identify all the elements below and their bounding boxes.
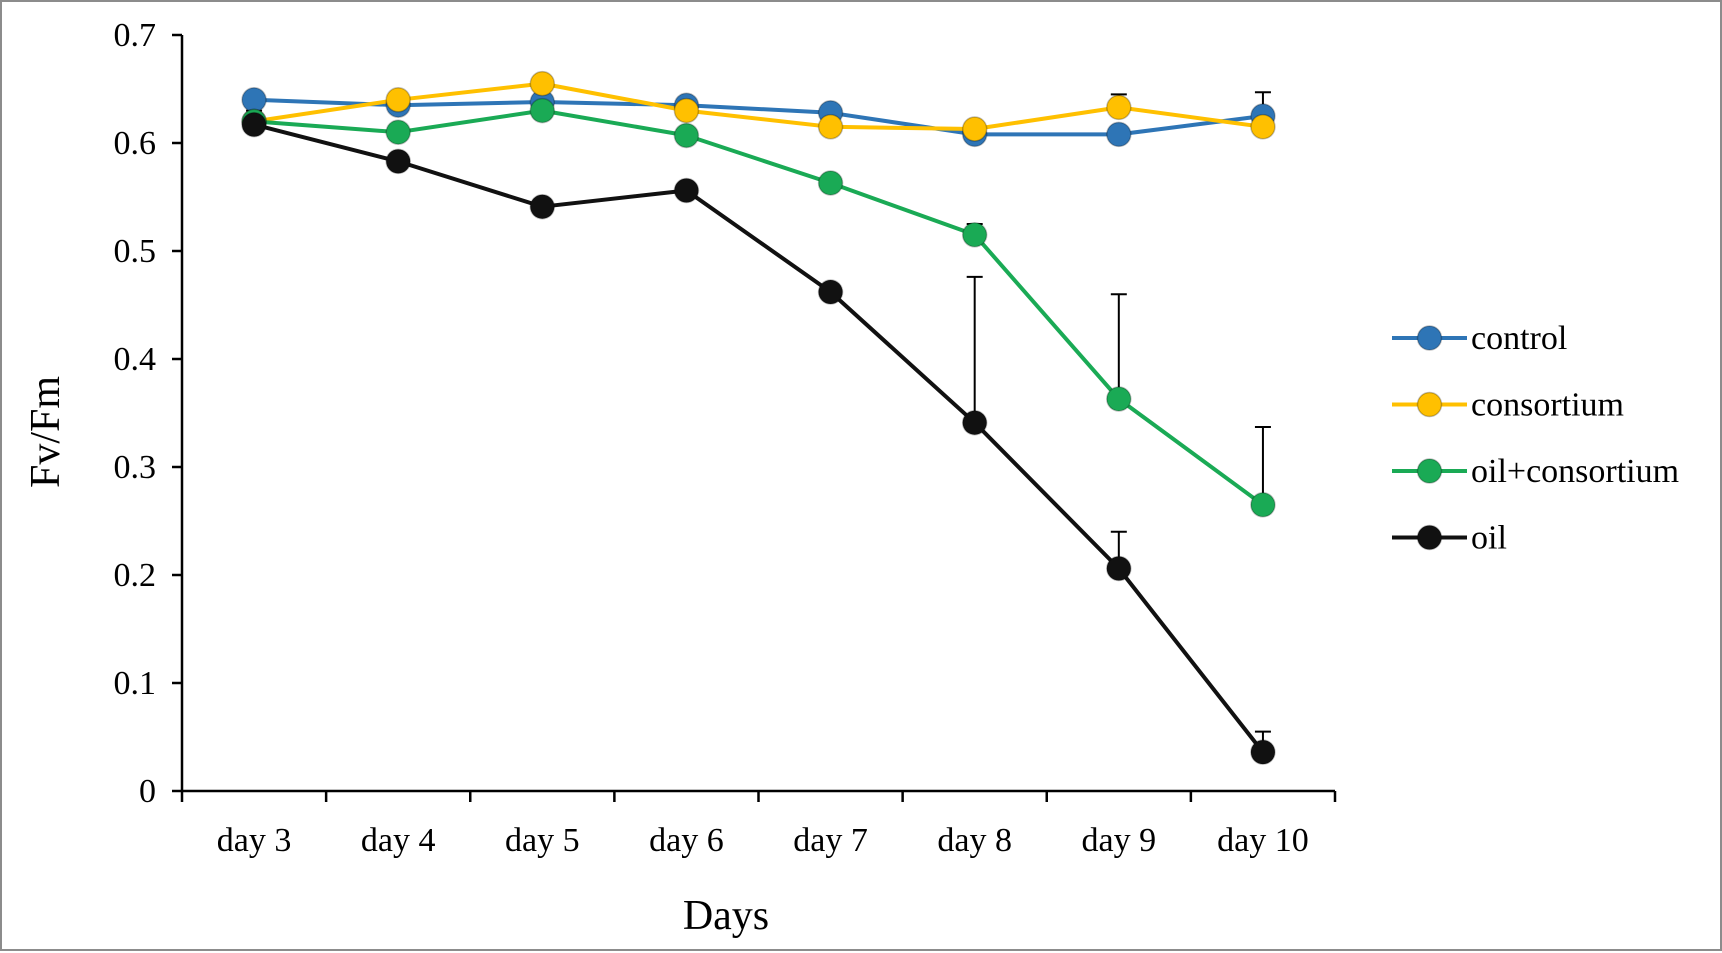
y-tick-label: 0.1	[114, 665, 157, 702]
data-point-oil-consortium	[817, 170, 844, 196]
y-tick-label: 0.6	[114, 125, 157, 162]
legend-item-oil-consortium: oil+consortium	[1392, 453, 1679, 490]
legend-label: oil+consortium	[1471, 453, 1679, 490]
x-tick-label: day 7	[793, 822, 868, 859]
legend: control consortium oil+consortium oil	[1392, 320, 1679, 557]
data-point-oil	[673, 177, 700, 204]
y-tick-label: 0.7	[114, 17, 157, 54]
data-point-oil	[817, 279, 844, 305]
data-point-consortium	[529, 70, 556, 97]
legend-marker	[1416, 458, 1443, 484]
legend-label: oil	[1471, 520, 1507, 557]
y-tick-label: 0.4	[114, 341, 157, 378]
y-axis-ticks: 0 0.1 0.2 0.3 0.4 0.5 0.6 0.7	[114, 17, 182, 810]
data-point-oil-consortium	[673, 122, 700, 149]
legend-item-consortium: consortium	[1392, 387, 1624, 424]
data-point-oil	[529, 193, 556, 220]
legend-marker	[1416, 325, 1443, 351]
y-axis-title: Fv/Fm	[23, 376, 69, 488]
y-tick-label: 0.5	[114, 233, 157, 270]
x-tick-label: day 8	[937, 822, 1012, 859]
data-point-consortium	[385, 87, 411, 113]
x-axis-ticks: day 3 day 4 day 5 day 6 day 7 day 8 day 9 day 1…	[180, 791, 1337, 859]
y-tick-label: 0.2	[114, 557, 157, 594]
y-tick-label: 0	[139, 773, 156, 810]
legend-marker	[1416, 524, 1443, 551]
data-point-oil-consortium	[1250, 492, 1276, 518]
data-point-consortium	[961, 116, 988, 142]
series-points	[241, 70, 1276, 765]
data-point-oil	[961, 409, 988, 436]
series-line-consortium	[253, 81, 1264, 131]
x-tick-label: day 10	[1217, 822, 1309, 859]
series-line-oil-consortium	[253, 108, 1265, 507]
series-line-oil	[253, 122, 1265, 754]
x-tick-label: day 6	[649, 822, 724, 859]
data-point-oil	[241, 111, 267, 138]
error-bars	[246, 91, 1271, 753]
legend-item-oil: oil	[1392, 520, 1507, 557]
data-point-oil	[1250, 739, 1276, 765]
x-axis-title: Days	[683, 893, 769, 939]
data-point-consortium	[1250, 114, 1276, 140]
data-point-oil-consortium	[961, 222, 988, 248]
data-point-consortium	[673, 97, 700, 124]
data-point-oil	[385, 148, 411, 175]
legend-label: control	[1471, 320, 1567, 357]
data-point-oil-consortium	[529, 97, 556, 124]
data-point-control	[241, 87, 267, 113]
x-tick-label: day 9	[1082, 822, 1157, 859]
data-point-oil-consortium	[385, 119, 411, 145]
y-tick-label: 0.3	[114, 449, 157, 486]
data-point-oil	[1106, 555, 1132, 582]
series-lines	[253, 81, 1265, 754]
legend-label: consortium	[1471, 387, 1624, 424]
x-tick-label: day 4	[361, 822, 436, 859]
data-point-consortium	[817, 114, 844, 140]
series-line-control	[254, 97, 1264, 137]
data-point-oil-consortium	[1106, 386, 1132, 412]
legend-marker	[1416, 391, 1443, 418]
data-point-consortium	[1106, 94, 1132, 121]
data-point-control	[1106, 121, 1132, 148]
x-tick-label: day 5	[505, 822, 580, 859]
legend-item-control: control	[1392, 320, 1567, 357]
x-tick-label: day 3	[217, 822, 292, 859]
